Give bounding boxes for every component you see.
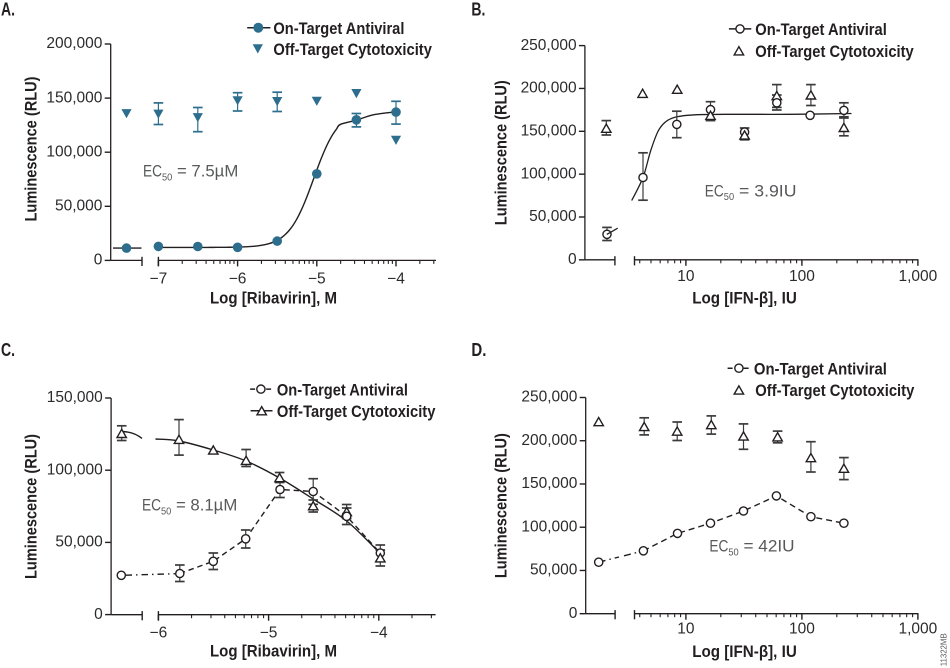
svg-text:200,000: 200,000 xyxy=(46,35,102,52)
svg-text:−7: −7 xyxy=(150,270,168,287)
svg-text:B.: B. xyxy=(471,0,485,19)
svg-text:Log [Ribavirin], M: Log [Ribavirin], M xyxy=(210,643,337,661)
svg-text:−4: −4 xyxy=(387,270,405,287)
svg-text:150,000: 150,000 xyxy=(46,89,102,106)
svg-text:0: 0 xyxy=(94,606,103,623)
svg-text:0: 0 xyxy=(94,252,103,269)
svg-text:50,000: 50,000 xyxy=(529,208,577,225)
svg-text:250,000: 250,000 xyxy=(521,37,577,54)
svg-text:100: 100 xyxy=(789,621,815,638)
svg-text:−6: −6 xyxy=(150,624,168,641)
svg-text:150,000: 150,000 xyxy=(521,475,577,492)
svg-text:On-Target Antiviral: On-Target Antiviral xyxy=(754,360,887,378)
svg-text:Off-Target Cytotoxicity: Off-Target Cytotoxicity xyxy=(273,41,432,59)
svg-text:−5: −5 xyxy=(260,624,278,641)
svg-text:50,000: 50,000 xyxy=(55,198,103,215)
svg-text:EC50 = 7.5µM: EC50 = 7.5µM xyxy=(143,163,238,184)
svg-text:A.: A. xyxy=(1,0,15,20)
svg-text:Off-Target Cytotoxicity: Off-Target Cytotoxicity xyxy=(755,382,915,400)
svg-text:10: 10 xyxy=(677,268,695,285)
svg-text:D.: D. xyxy=(471,340,486,360)
svg-text:On-Target Antiviral: On-Target Antiviral xyxy=(273,20,404,38)
svg-text:50,000: 50,000 xyxy=(55,534,103,551)
svg-text:−4: −4 xyxy=(370,624,388,641)
svg-text:Log [IFN-β], IU: Log [IFN-β], IU xyxy=(692,290,797,308)
svg-text:200,000: 200,000 xyxy=(521,80,577,97)
svg-text:Off-Target Cytotoxicity: Off-Target Cytotoxicity xyxy=(755,43,914,61)
svg-text:EC50 = 42IU: EC50 = 42IU xyxy=(709,538,794,559)
svg-text:−6: −6 xyxy=(229,270,247,287)
svg-text:Luminescence (RLU): Luminescence (RLU) xyxy=(22,77,40,222)
svg-text:100,000: 100,000 xyxy=(521,518,577,535)
svg-text:On-Target Antiviral: On-Target Antiviral xyxy=(277,381,408,399)
svg-text:11322MB: 11322MB xyxy=(940,633,949,666)
svg-text:−5: −5 xyxy=(308,270,326,287)
svg-text:200,000: 200,000 xyxy=(521,432,577,449)
svg-text:Log [Ribavirin], M: Log [Ribavirin], M xyxy=(210,289,337,307)
svg-text:150,000: 150,000 xyxy=(47,389,103,406)
svg-text:Luminescence (RLU): Luminescence (RLU) xyxy=(492,433,510,578)
svg-text:On-Target Antiviral: On-Target Antiviral xyxy=(755,21,887,39)
svg-text:0: 0 xyxy=(569,605,578,622)
svg-text:Luminescence (RLU): Luminescence (RLU) xyxy=(22,434,40,579)
svg-text:1,000: 1,000 xyxy=(899,268,938,285)
svg-text:1,000: 1,000 xyxy=(899,621,938,638)
svg-text:C.: C. xyxy=(1,340,15,360)
svg-text:100: 100 xyxy=(789,268,815,285)
svg-text:150,000: 150,000 xyxy=(521,123,577,140)
svg-text:100,000: 100,000 xyxy=(46,143,102,160)
svg-text:Off-Target Cytotoxicity: Off-Target Cytotoxicity xyxy=(277,403,436,421)
svg-text:0: 0 xyxy=(568,251,577,268)
svg-text:EC50 = 3.9IU: EC50 = 3.9IU xyxy=(705,182,797,203)
svg-text:Log [IFN-β], IU: Log [IFN-β], IU xyxy=(692,643,797,661)
svg-text:100,000: 100,000 xyxy=(521,165,577,182)
svg-text:100,000: 100,000 xyxy=(47,461,103,478)
svg-text:50,000: 50,000 xyxy=(530,562,578,579)
svg-text:EC50 = 8.1µM: EC50 = 8.1µM xyxy=(142,497,237,518)
svg-text:10: 10 xyxy=(677,621,695,638)
svg-text:Luminescence (RLU): Luminescence (RLU) xyxy=(492,80,510,225)
svg-text:250,000: 250,000 xyxy=(521,389,577,406)
